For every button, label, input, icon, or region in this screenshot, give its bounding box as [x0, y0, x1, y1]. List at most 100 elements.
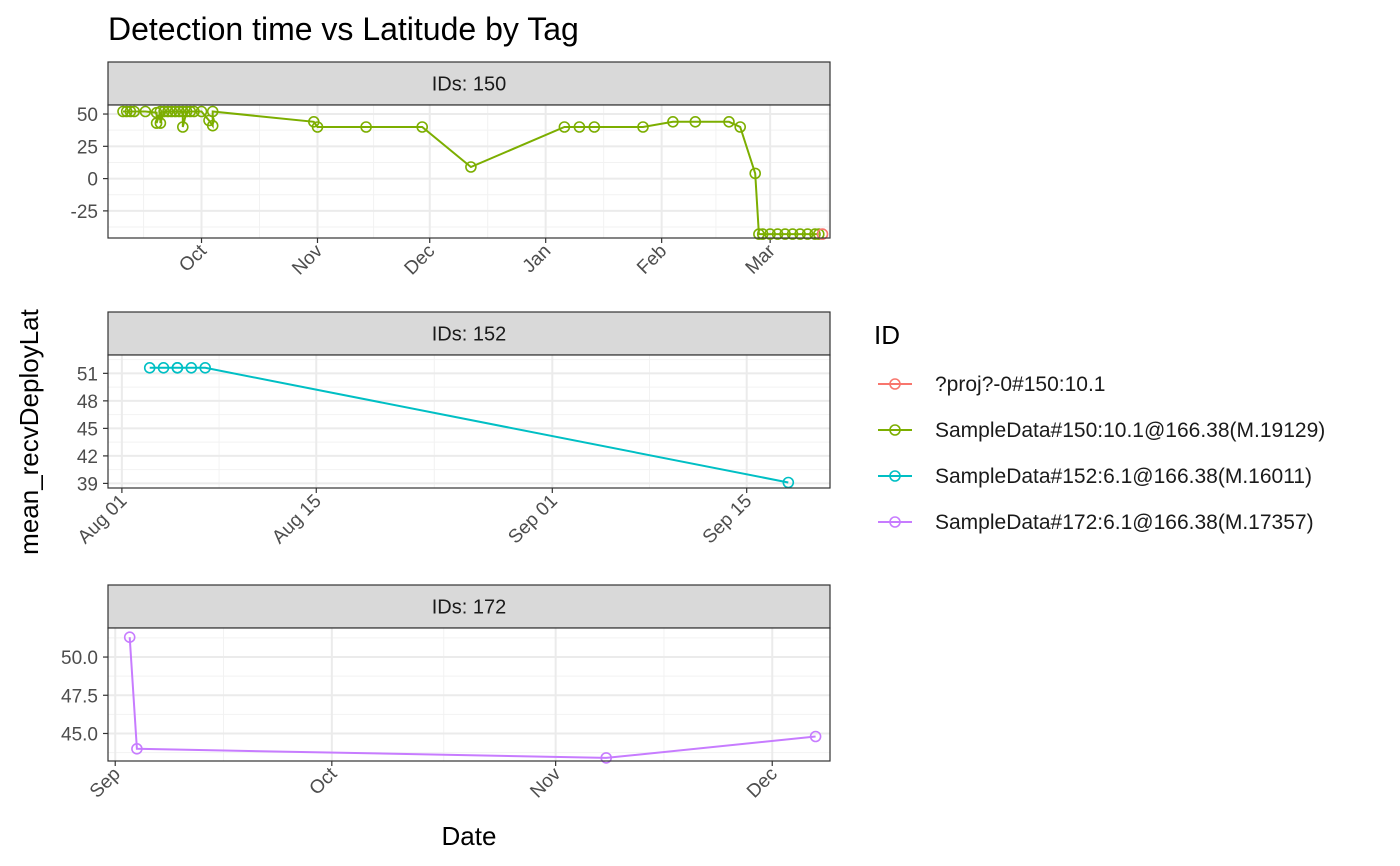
x-tick-label: Nov — [526, 763, 565, 802]
data-point — [637, 121, 649, 133]
data-point — [185, 361, 198, 374]
data-point — [150, 117, 163, 129]
legend-title: ID — [874, 320, 900, 350]
data-point — [689, 116, 702, 128]
data-point — [809, 228, 821, 240]
data-series — [143, 361, 795, 489]
legend-label: SampleData#152:6.1@166.38(M.16011) — [935, 465, 1312, 488]
y-tick-label: 45.0 — [61, 724, 98, 745]
legend: ID ?proj?-0#150:10.1 SampleData#150:10.1@… — [874, 320, 1325, 534]
x-tick-label: Dec — [401, 241, 440, 280]
data-point — [749, 167, 762, 180]
data-point — [311, 121, 324, 133]
data-point — [171, 361, 184, 374]
data-point — [558, 121, 571, 133]
legend-key-point — [889, 378, 901, 390]
data-point — [801, 228, 814, 240]
x-tick-label: Nov — [288, 240, 327, 279]
y-tick-label: 48 — [77, 392, 98, 413]
data-point — [771, 228, 784, 240]
series-line — [128, 637, 816, 759]
legend-item: SampleData#152:6.1@166.38(M.16011) — [878, 465, 1312, 488]
x-axis-title: Date — [442, 821, 497, 851]
data-point — [723, 116, 735, 128]
data-point — [143, 361, 156, 374]
data-point — [177, 105, 189, 118]
data-point — [416, 121, 429, 133]
data-point — [195, 105, 208, 118]
y-tick-label: 51 — [77, 364, 98, 385]
x-tick-label: Aug 15 — [268, 491, 325, 548]
data-point — [756, 228, 769, 240]
y-tick-label: 50.0 — [61, 648, 98, 669]
panel-border — [107, 354, 831, 489]
legend-label: SampleData#150:10.1@166.38(M.19129) — [935, 419, 1325, 442]
facet-strip — [107, 584, 831, 629]
data-point — [123, 631, 136, 644]
data-point — [154, 105, 167, 118]
legend-key-point — [889, 470, 901, 482]
data-series — [816, 228, 829, 240]
data-point — [206, 105, 219, 118]
x-tick-label: Feb — [633, 241, 671, 279]
legend-key-point — [889, 516, 901, 528]
data-point — [184, 105, 197, 118]
data-point — [162, 105, 174, 118]
data-point — [779, 228, 791, 240]
x-tick-label: Oct — [306, 763, 342, 799]
facet-strip-label: IDs: 152 — [432, 324, 506, 346]
panel-border — [107, 627, 831, 762]
legend-item: ?proj?-0#150:10.1 — [878, 373, 1105, 396]
x-tick-label: Oct — [175, 240, 211, 276]
y-tick-label: 39 — [77, 474, 98, 495]
data-point — [117, 105, 129, 118]
data-point — [794, 228, 806, 240]
y-tick-label: 0 — [87, 170, 98, 191]
data-point — [465, 161, 477, 173]
legend-item: SampleData#172:6.1@166.38(M.17357) — [878, 511, 1314, 534]
x-tick-label: Jan — [519, 241, 556, 278]
data-point — [180, 105, 193, 118]
data-point — [124, 105, 137, 118]
legend-key-point — [889, 424, 901, 436]
data-point — [177, 121, 189, 133]
y-tick-label: 50 — [77, 105, 98, 126]
data-point — [812, 228, 825, 240]
data-point — [128, 105, 140, 118]
facet-strip-label: IDs: 172 — [432, 597, 506, 619]
facet-strip — [107, 311, 831, 356]
data-point — [139, 105, 152, 118]
data-point — [734, 121, 747, 133]
legend-item: SampleData#150:10.1@166.38(M.19129) — [878, 419, 1325, 442]
data-point — [158, 105, 170, 118]
data-point — [131, 742, 143, 755]
data-point — [753, 228, 765, 240]
x-tick-label: Mar — [742, 240, 780, 278]
gridlines — [108, 105, 830, 238]
y-axis-title: mean_recvDeployLat — [14, 308, 44, 554]
data-series — [123, 631, 822, 764]
y-tick-label: 42 — [77, 447, 98, 468]
data-point — [360, 121, 372, 133]
data-point — [809, 730, 822, 743]
data-point — [157, 361, 170, 374]
data-point — [816, 228, 829, 240]
facet-panel: IDs: 150 50 25 0 -25 Oct Nov Dec Jan Feb Mar — [71, 61, 831, 280]
legend-label: ?proj?-0#150:10.1 — [935, 373, 1105, 396]
data-point — [600, 752, 613, 764]
data-point — [173, 105, 185, 118]
x-tick-label: Sep — [86, 764, 125, 803]
data-series — [117, 105, 825, 240]
panel-border — [107, 104, 831, 239]
gridlines — [108, 628, 830, 761]
x-tick-label: Aug 01 — [74, 491, 131, 548]
data-point — [667, 116, 679, 128]
data-point — [206, 119, 219, 132]
chart-title: Detection time vs Latitude by Tag — [108, 11, 579, 47]
y-tick-label: -25 — [71, 202, 98, 223]
data-point — [199, 361, 211, 374]
y-tick-label: 47.5 — [61, 686, 98, 707]
